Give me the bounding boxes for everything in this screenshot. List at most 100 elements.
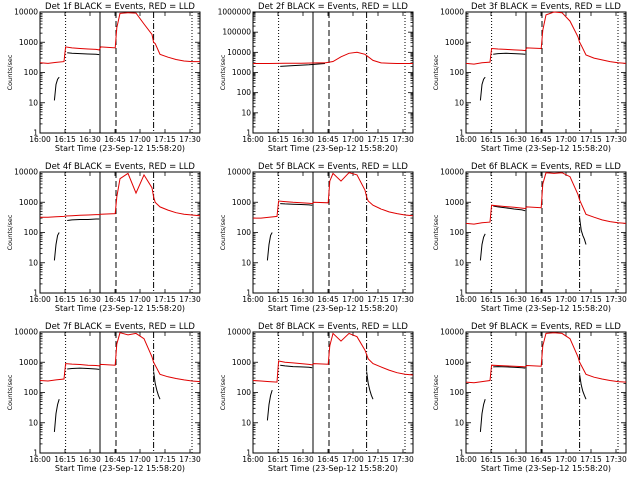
x-tick-label: 16:00 <box>455 295 477 304</box>
plot-frame <box>252 11 414 134</box>
y-tick-label: 100000 <box>222 28 251 37</box>
series-lld <box>465 172 627 225</box>
x-tick-label: 16:45 <box>530 135 552 144</box>
y-tick-label: 1000 <box>232 358 251 367</box>
y-axis-label: Counts/sec <box>6 54 14 90</box>
x-tick-label: 16:45 <box>104 135 126 144</box>
x-tick-label: 16:15 <box>267 455 289 464</box>
x-tick-label: 16:45 <box>530 455 552 464</box>
x-tick-label: 16:30 <box>292 295 314 304</box>
x-tick-label: 17:00 <box>555 455 577 464</box>
y-tick-label: 10000 <box>227 328 251 337</box>
y-tick-label: 1 <box>459 449 464 458</box>
y-tick-label: 10 <box>28 98 38 107</box>
x-tick-label: 17:00 <box>555 135 577 144</box>
y-tick-label: 1000 <box>19 358 38 367</box>
panel-title: Det 8f BLACK = Events, RED = LLD <box>258 322 408 332</box>
x-tick-label: 16:30 <box>79 295 101 304</box>
y-axis-label: Counts/sec <box>219 214 227 250</box>
x-tick-label: 16:15 <box>267 135 289 144</box>
x-tick-label: 17:00 <box>342 455 364 464</box>
series-lld <box>253 172 414 219</box>
y-tick-label: 100 <box>450 228 465 237</box>
y-tick-label: 1000 <box>19 38 38 47</box>
x-tick-label: 17:30 <box>179 455 201 464</box>
x-tick-label: 17:30 <box>179 135 201 144</box>
series-lld <box>252 332 414 383</box>
y-axis-label: Counts/sec <box>432 374 440 410</box>
x-axis-label: Start Time (23-Sep-12 15:58:20) <box>481 304 611 313</box>
y-axis-label: Counts/sec <box>6 214 14 250</box>
y-tick-label: 1 <box>246 129 251 138</box>
y-axis-label: Counts/sec <box>219 374 227 410</box>
y-tick-label: 10000 <box>14 8 38 17</box>
plot-frame <box>252 331 414 454</box>
x-tick-label: 17:30 <box>605 455 627 464</box>
x-axis-label: Start Time (23-Sep-12 15:58:20) <box>268 464 398 473</box>
x-tick-label: 16:00 <box>242 135 264 144</box>
x-tick-label: 16:15 <box>480 295 502 304</box>
x-tick-label: 16:30 <box>292 135 314 144</box>
y-tick-label: 1000000 <box>218 8 252 17</box>
y-tick-label: 10 <box>241 418 251 427</box>
y-tick-label: 1000 <box>445 358 464 367</box>
x-tick-label: 16:00 <box>29 295 51 304</box>
x-tick-label: 17:30 <box>392 295 414 304</box>
plot-frame <box>465 171 627 294</box>
panel-7: Det 7f BLACK = Events, RED = LLD Start Ti… <box>6 322 201 473</box>
y-tick-label: 10 <box>241 258 251 267</box>
x-tick-label: 16:15 <box>267 295 289 304</box>
x-tick-label: 16:00 <box>29 455 51 464</box>
series-events <box>479 205 587 261</box>
x-tick-label: 16:45 <box>317 455 339 464</box>
y-tick-label: 10000 <box>14 168 38 177</box>
x-tick-label: 16:00 <box>29 135 51 144</box>
x-tick-label: 16:30 <box>292 455 314 464</box>
x-tick-label: 17:30 <box>179 295 201 304</box>
y-axis-label: Counts/sec <box>6 374 14 410</box>
y-tick-label: 100 <box>450 68 465 77</box>
x-tick-label: 16:45 <box>317 135 339 144</box>
x-tick-label: 16:30 <box>79 455 101 464</box>
y-tick-label: 100 <box>237 88 252 97</box>
x-tick-label: 17:15 <box>367 455 389 464</box>
x-tick-label: 16:00 <box>455 455 477 464</box>
x-tick-label: 16:45 <box>104 455 126 464</box>
x-tick-label: 16:30 <box>505 135 527 144</box>
x-tick-label: 17:15 <box>580 295 602 304</box>
y-tick-label: 100 <box>237 228 252 237</box>
panel-title: Det 3f BLACK = Events, RED = LLD <box>471 2 621 12</box>
x-tick-label: 17:00 <box>342 135 364 144</box>
x-tick-label: 17:00 <box>555 295 577 304</box>
panel-title: Det 1f BLACK = Events, RED = LLD <box>45 2 195 12</box>
x-tick-label: 16:45 <box>104 295 126 304</box>
plot-frame <box>39 11 201 134</box>
x-tick-label: 17:30 <box>392 135 414 144</box>
y-tick-label: 100 <box>24 68 39 77</box>
x-axis-label: Start Time (23-Sep-12 15:58:20) <box>55 304 185 313</box>
x-tick-label: 16:00 <box>455 135 477 144</box>
x-tick-label: 17:15 <box>154 455 176 464</box>
x-tick-label: 17:30 <box>605 135 627 144</box>
y-axis-label: Counts/sec <box>219 54 227 90</box>
series-events <box>479 366 587 432</box>
y-tick-label: 100 <box>237 388 252 397</box>
panel-title: Det 9f BLACK = Events, RED = LLD <box>471 322 621 332</box>
y-axis-label: Counts/sec <box>432 54 440 90</box>
x-tick-label: 17:15 <box>367 135 389 144</box>
x-tick-label: 17:00 <box>129 295 151 304</box>
y-tick-label: 10000 <box>14 328 38 337</box>
y-tick-label: 1000 <box>445 198 464 207</box>
x-axis-label: Start Time (23-Sep-12 15:58:20) <box>268 304 398 313</box>
plot-frame <box>39 331 201 454</box>
panel-8: Det 8f BLACK = Events, RED = LLD Start Ti… <box>219 322 414 473</box>
plot-frame <box>39 171 201 294</box>
y-tick-label: 100 <box>24 228 39 237</box>
x-tick-label: 17:15 <box>367 295 389 304</box>
series-events <box>53 218 100 261</box>
series-lld <box>465 11 627 65</box>
y-tick-label: 1000 <box>232 68 251 77</box>
x-tick-label: 16:30 <box>505 295 527 304</box>
panel-2: Det 2f BLACK = Events, RED = LLD Start Ti… <box>218 2 414 153</box>
